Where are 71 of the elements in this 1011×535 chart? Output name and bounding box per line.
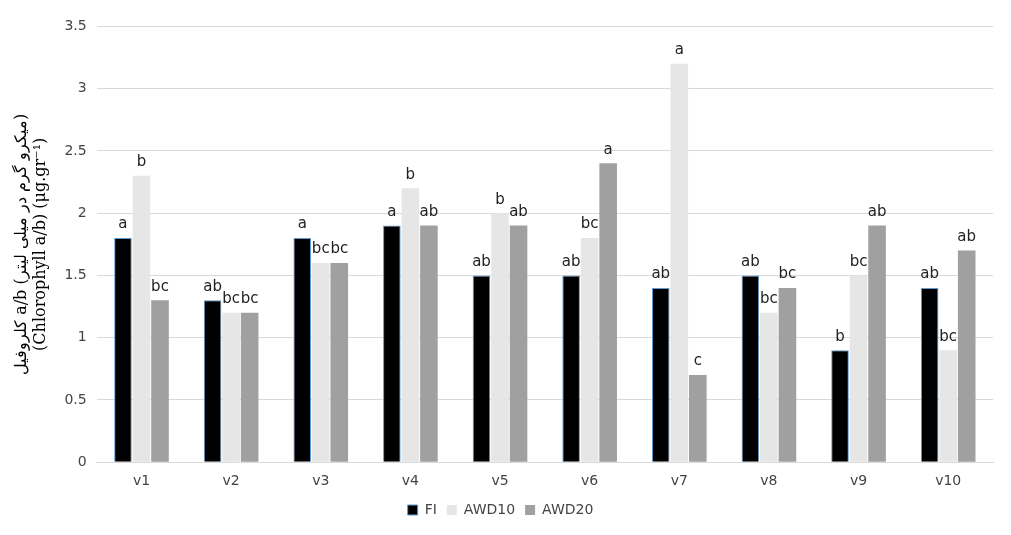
x-tick-label: v1 [132, 472, 151, 489]
data-label: ab [651, 264, 671, 283]
data-label: a [387, 202, 397, 221]
x-tick-label: v10 [935, 472, 962, 489]
bar [240, 312, 259, 462]
y-tick-label: 0 [77, 452, 87, 469]
bar [311, 262, 330, 462]
data-label: bc [778, 264, 797, 283]
bar [132, 175, 151, 462]
data-label: b [835, 326, 845, 345]
y-tick-label: 0.5 [64, 390, 87, 407]
bar [670, 63, 689, 462]
data-label: ab [957, 226, 977, 245]
data-label: ab [203, 276, 222, 295]
data-label: a [118, 214, 128, 233]
data-label: ab [419, 202, 439, 221]
y-tick-label: 1 [77, 328, 87, 345]
bar [491, 213, 509, 462]
x-tick-label: v7 [670, 472, 688, 489]
legend-label: AWD20 [542, 500, 594, 517]
bar [778, 287, 797, 462]
bar [599, 163, 617, 462]
bar [420, 225, 438, 462]
y-tick-label: 3.5 [64, 17, 87, 34]
bar [689, 375, 707, 462]
bar [580, 238, 599, 462]
x-tick-label: v4 [401, 472, 420, 489]
data-label: ab [561, 251, 581, 270]
bar [330, 262, 349, 462]
bar [401, 188, 420, 462]
x-tick-label: v5 [491, 472, 509, 489]
bar [509, 225, 528, 462]
data-label: ab [867, 202, 887, 221]
data-label: bc [580, 214, 599, 233]
data-label: bc [240, 289, 259, 308]
data-label: b [136, 152, 147, 171]
legend-label: AWD10 [463, 500, 516, 517]
bar [222, 312, 240, 462]
bar [760, 312, 778, 462]
data-label: bc [222, 289, 241, 308]
data-label: ab [509, 202, 528, 221]
data-label: bc [939, 326, 958, 345]
data-label: bc [760, 289, 778, 308]
x-tick-label: v9 [849, 472, 868, 489]
data-label: ab [741, 251, 760, 270]
data-label: ab [920, 264, 940, 283]
y-tick-label: 2.5 [64, 141, 87, 158]
bar [868, 225, 886, 462]
x-tick-label: v3 [312, 472, 330, 489]
y-tick-label: 3 [77, 79, 87, 96]
data-label: a [603, 139, 613, 158]
data-label: a [297, 214, 307, 233]
y-tick-label: 1.5 [64, 266, 87, 283]
data-label: bc [151, 276, 169, 295]
bar [849, 275, 868, 462]
data-label: bc [311, 239, 330, 258]
bar [957, 250, 976, 462]
data-label: a [674, 40, 684, 59]
x-tick-label: v6 [581, 472, 599, 489]
legend-label: FI [424, 500, 437, 517]
y-tick-label: 2 [77, 203, 87, 220]
data-label: b [495, 189, 505, 208]
bar [939, 350, 957, 462]
x-tick-label: v2 [222, 472, 240, 489]
data-label: ab [472, 251, 491, 270]
data-label: b [405, 164, 416, 183]
data-label: bc [849, 251, 868, 270]
bar [151, 300, 169, 462]
data-label: c [693, 351, 702, 370]
x-tick-label: v8 [760, 472, 778, 489]
data-label: bc [330, 239, 349, 258]
